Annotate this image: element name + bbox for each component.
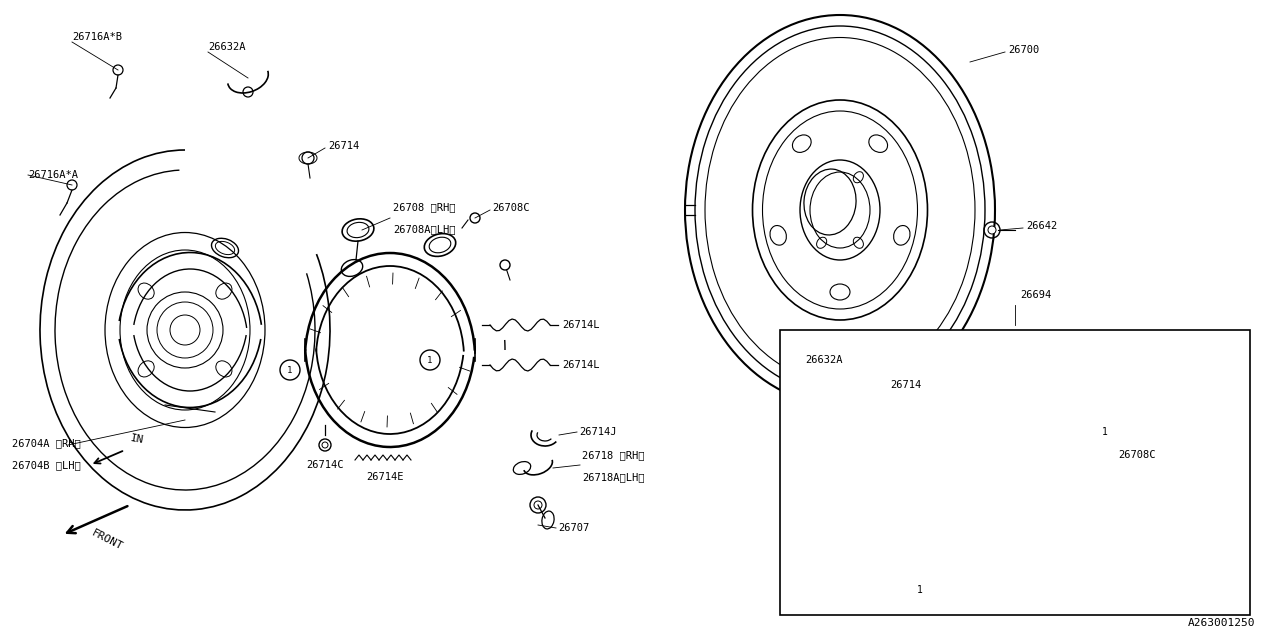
Text: 1: 1 [1102,427,1108,437]
Text: 26714E: 26714E [366,472,403,482]
Bar [780,330,1251,615]
Text: 26714: 26714 [328,141,360,151]
Text: 26716A*B: 26716A*B [72,32,122,42]
Text: 1: 1 [287,365,293,374]
Text: 1: 1 [916,585,923,595]
Text: 26716A*A: 26716A*A [28,170,78,180]
Circle shape [500,260,509,270]
Text: 26714: 26714 [890,380,922,390]
Text: 26694: 26694 [1020,290,1051,300]
Text: 26642: 26642 [1027,221,1057,231]
Text: 26714L: 26714L [562,320,599,330]
Text: A263001250: A263001250 [1188,618,1254,628]
Text: 26708 〈RH〉: 26708 〈RH〉 [393,202,456,212]
Text: 26718A〈LH〉: 26718A〈LH〉 [582,472,645,482]
Text: 26708A〈LH〉: 26708A〈LH〉 [393,224,456,234]
Text: 26704A 〈RH〉: 26704A 〈RH〉 [12,438,81,448]
Text: 26714J: 26714J [579,427,617,437]
Text: 26718 〈RH〉: 26718 〈RH〉 [582,450,645,460]
Text: FRONT: FRONT [90,528,124,552]
Text: 26704B 〈LH〉: 26704B 〈LH〉 [12,460,81,470]
Text: 26632A: 26632A [209,42,246,52]
Text: 1: 1 [428,355,433,365]
Text: 26714L: 26714L [562,360,599,370]
Circle shape [988,226,996,234]
Text: 26708C: 26708C [1117,450,1156,460]
Circle shape [815,360,826,370]
Text: 26714C: 26714C [306,460,344,470]
Text: 26632A: 26632A [805,355,842,365]
Circle shape [867,382,873,388]
Text: IN: IN [131,433,145,445]
Text: 26708C: 26708C [492,203,530,213]
Text: 26700: 26700 [1009,45,1039,55]
Text: 26707: 26707 [558,523,589,533]
